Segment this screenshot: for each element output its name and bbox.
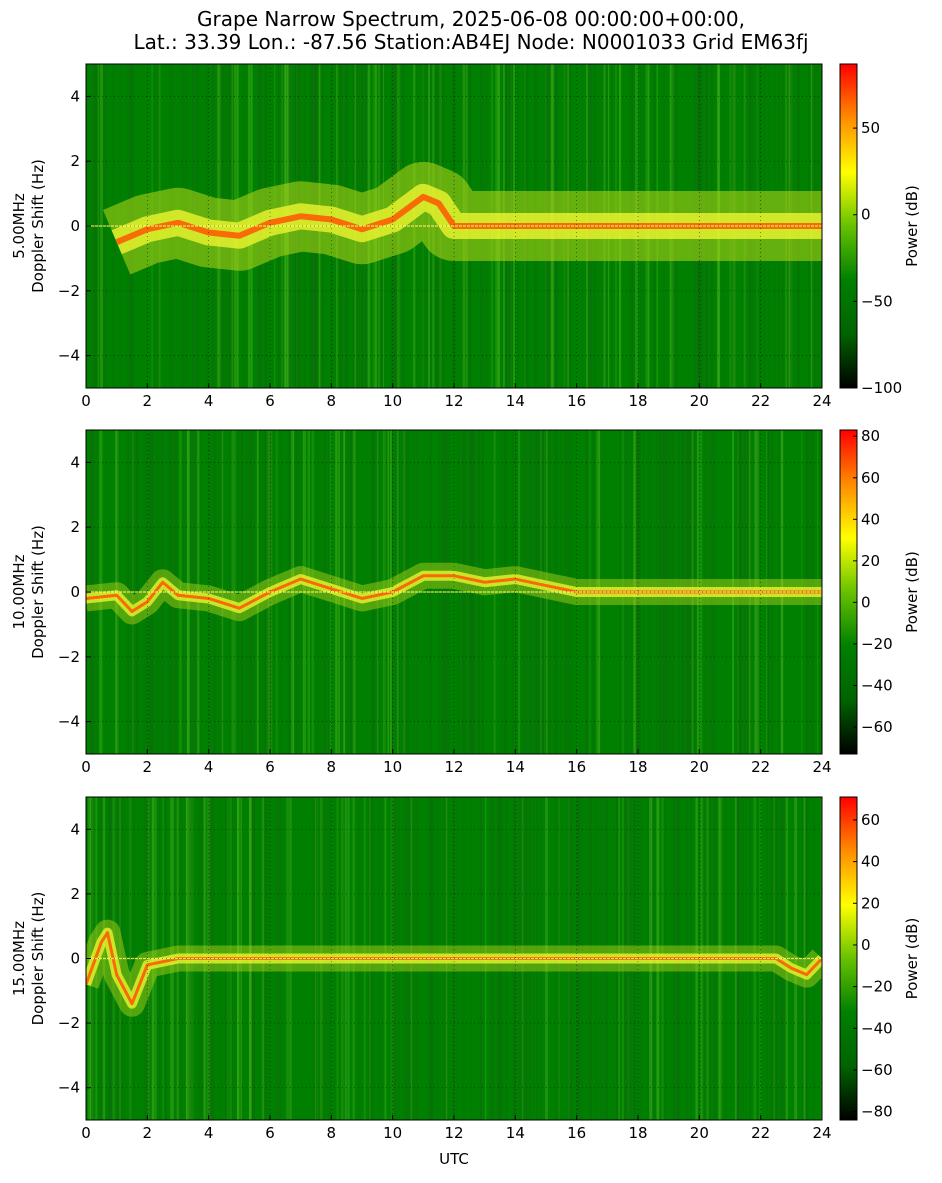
grid: [86, 64, 822, 388]
x-tick-label: 10: [383, 392, 402, 410]
colorbar-tick-label: 20: [861, 894, 880, 912]
x-tick-label: 22: [751, 758, 770, 776]
figure-title-line-1: Grape Narrow Spectrum, 2025-06-08 00:00:…: [197, 7, 745, 31]
x-tick-label: 8: [327, 758, 337, 776]
x-tick-label: 2: [143, 392, 153, 410]
colorbar-label: Power (dB): [903, 185, 921, 267]
y-tick-label: 4: [70, 820, 80, 838]
colorbar-tick-label: −40: [861, 676, 893, 694]
y-tick-label: 4: [70, 453, 80, 471]
y-axis-label-doppler: Doppler Shift (Hz): [29, 159, 47, 293]
colorbar-tick-label: 40: [861, 853, 880, 871]
x-tick-label: 22: [751, 392, 770, 410]
y-tick-label: −2: [58, 648, 80, 666]
x-tick-label: 16: [567, 758, 586, 776]
y-axis-label-frequency: 15.00MHz: [10, 921, 28, 996]
x-tick-label: 8: [327, 1124, 337, 1142]
colorbar: [839, 63, 858, 389]
y-axis-label-frequency: 5.00MHz: [10, 193, 28, 259]
x-tick-label: 10: [383, 1124, 402, 1142]
grid: [86, 797, 822, 1120]
y-tick-label: 0: [70, 217, 80, 235]
colorbar-tick-label: 20: [861, 552, 880, 570]
y-tick-label: 2: [70, 518, 80, 536]
colorbar-tick-label: 0: [861, 593, 871, 611]
colorbar-tick-label: 40: [861, 510, 880, 528]
colorbar-tick-label: −100: [861, 379, 902, 397]
x-tick-label: 6: [265, 758, 275, 776]
y-tick-label: 4: [70, 87, 80, 105]
colorbar-tick-label: −20: [861, 635, 893, 653]
x-tick-label: 24: [812, 1124, 831, 1142]
y-tick-label: −4: [58, 713, 80, 731]
y-axis-label-doppler: Doppler Shift (Hz): [29, 525, 47, 659]
x-tick-label: 20: [690, 392, 709, 410]
x-tick-label: 4: [204, 758, 214, 776]
x-tick-label: 24: [812, 392, 831, 410]
colorbar-tick-label: 80: [861, 427, 880, 445]
x-tick-label: 12: [444, 1124, 463, 1142]
colorbar-label: Power (dB): [903, 551, 921, 633]
colorbar-tick-label: −20: [861, 978, 893, 996]
x-tick-label: 24: [812, 758, 831, 776]
x-tick-label: 2: [143, 1124, 153, 1142]
x-tick-label: 16: [567, 392, 586, 410]
y-axis-label-frequency: 10.00MHz: [10, 554, 28, 629]
y-tick-label: 2: [70, 885, 80, 903]
x-tick-label: 16: [567, 1124, 586, 1142]
colorbar-tick-label: 60: [861, 469, 880, 487]
colorbar-tick-label: −80: [861, 1103, 893, 1121]
colorbar-tick-label: 0: [861, 206, 871, 224]
x-tick-label: 4: [204, 392, 214, 410]
y-axis-label-doppler: Doppler Shift (Hz): [29, 892, 47, 1026]
colorbar-tick-label: 50: [861, 119, 880, 137]
x-tick-label: 14: [506, 1124, 525, 1142]
x-tick-label: 20: [690, 1124, 709, 1142]
colorbar-tick-label: −60: [861, 1061, 893, 1079]
x-tick-label: 8: [327, 392, 337, 410]
x-tick-label: 6: [265, 1124, 275, 1142]
y-tick-label: −4: [58, 347, 80, 365]
x-tick-label: 4: [204, 1124, 214, 1142]
x-tick-label: 0: [81, 1124, 91, 1142]
x-tick-label: 10: [383, 758, 402, 776]
x-tick-label: 18: [628, 758, 647, 776]
x-axis-label: UTC: [439, 1150, 469, 1168]
x-tick-label: 0: [81, 392, 91, 410]
x-tick-label: 2: [143, 758, 153, 776]
colorbar-tick-label: −50: [861, 292, 893, 310]
x-tick-label: 14: [506, 758, 525, 776]
y-tick-label: −2: [58, 282, 80, 300]
colorbar-label: Power (dB): [903, 918, 921, 1000]
grid: [86, 430, 822, 754]
y-tick-label: 2: [70, 152, 80, 170]
x-tick-label: 18: [628, 1124, 647, 1142]
x-tick-label: 18: [628, 392, 647, 410]
x-tick-label: 6: [265, 392, 275, 410]
y-tick-label: 0: [70, 583, 80, 601]
x-tick-label: 12: [444, 758, 463, 776]
colorbar: [839, 796, 858, 1121]
x-tick-label: 20: [690, 758, 709, 776]
x-tick-label: 22: [751, 1124, 770, 1142]
x-tick-label: 12: [444, 392, 463, 410]
colorbar-tick-label: 60: [861, 811, 880, 829]
figure-title-line-2: Lat.: 33.39 Lon.: -87.56 Station:AB4EJ N…: [133, 30, 808, 54]
colorbar-tick-label: 0: [861, 936, 871, 954]
y-tick-label: −2: [58, 1014, 80, 1032]
colorbar-tick-label: −40: [861, 1019, 893, 1037]
colorbar: [839, 429, 858, 755]
colorbar-tick-label: −60: [861, 718, 893, 736]
x-tick-label: 14: [506, 392, 525, 410]
x-tick-label: 0: [81, 758, 91, 776]
y-tick-label: −4: [58, 1079, 80, 1097]
y-tick-label: 0: [70, 950, 80, 968]
